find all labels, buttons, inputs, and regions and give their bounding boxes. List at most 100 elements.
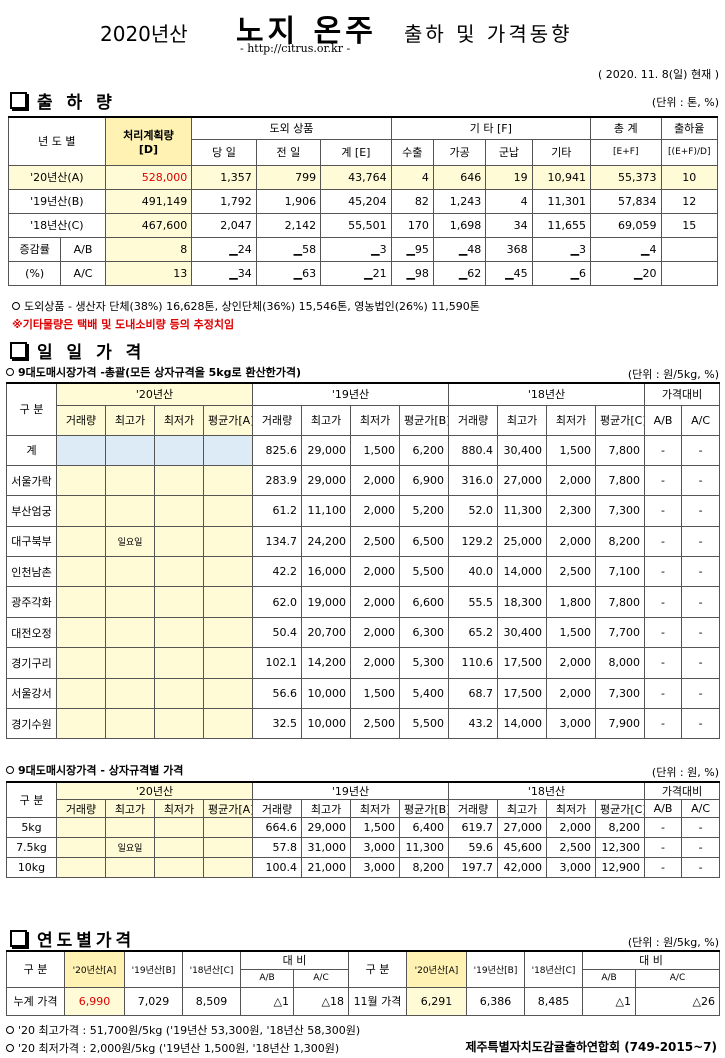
shipment-section-title: 출 하 량 [10,88,116,113]
website-url[interactable]: - http://citrus.or.kr - [240,42,351,55]
col-ac: A/C [681,799,721,818]
col-y19: '19년산[B] [124,950,183,988]
col-gubun: 구 분 [6,781,57,818]
cell-y20 [154,525,204,558]
table-row: 누계 가격 6,990 7,029 8,509 △1 △18 11월 가격 6,… [6,986,720,1016]
table-row: 계 825.6 29,000 1,500 6,200 880.4 30,400 1,500 7,… [6,434,721,466]
inc-label: 증감률 [7,236,62,262]
cell-sum: 43,764 [320,164,392,190]
col-outbound: 도외 상품 [191,116,392,140]
col-cmp: 가격대비 [644,382,721,406]
cell-total: ▁20 [590,260,662,286]
col-avg-a: 평균가[A] [202,799,254,818]
cell-v18: 52.0 [448,495,499,527]
yearly-note-max: '20 최고가격 : 51,700원/5kg ('19년산 53,300원, '… [6,1022,360,1038]
cell-mn19: 2,500 [350,525,401,558]
cell-mx19: 20,700 [301,616,352,649]
cell-y20 [56,817,106,838]
cell-y20 [154,556,204,588]
cell-av19: 6,600 [399,586,450,618]
col-ac: A/C [635,968,720,988]
cell-v18: 619.7 [448,817,499,838]
cell-mx18: 27,000 [497,464,548,497]
cell-av19: 6,200 [399,434,450,466]
cell-y20 [56,708,106,740]
col-y20: '20년산 [55,382,254,406]
col-gubun: 구 분 [348,950,407,988]
cell-y20 [56,857,106,878]
col-y18: '18년산[C] [182,950,241,988]
cell-total: ▁4 [590,236,662,262]
cell-ab: - [644,837,683,858]
table-row: (%) A/C 13 ▁34 ▁63 ▁21 ▁98 ▁62 ▁45 ▁6 ▁2… [7,260,719,286]
cell-sum: 55,501 [320,212,392,238]
cell-plan: 491,149 [104,188,193,214]
col-total-sub: [E+F] [590,138,662,166]
cell-y20 [202,677,254,710]
cell-av18: 7,300 [595,495,646,527]
table-row: 7.5kg 일요일 57.8 31,000 3,000 11,300 59.6 45,600 2… [6,837,721,858]
cell-ac: - [681,556,721,588]
row-label: 경기구리 [6,647,57,679]
cell-y20 [202,616,254,649]
cell-v18: 43.2 [448,708,499,740]
cell-mn18: 2,000 [546,525,597,558]
cell-mn18: 2,000 [546,677,597,710]
cell-ac: △18 [293,986,349,1016]
cell-mx18: 14,000 [497,556,548,588]
cell-prev: ▁63 [255,260,322,286]
yearly-note-min: '20 최저가격 : 2,000원/5kg ('19년산 1,500원, '18… [6,1040,339,1056]
shipment-note-estimate: ※기타물량은 택배 및 도내소비량 등의 추정치임 [12,318,235,331]
col-ratio: 출하율 [660,116,719,140]
cell-mn18: 2,300 [546,495,597,527]
cell-y20 [154,616,204,649]
cell-y20 [56,525,106,558]
col-cmp: 대 비 [582,950,720,970]
cell-av19: 8,200 [399,857,450,878]
cell-export: ▁95 [390,236,434,262]
cell-ac: - [681,677,721,710]
cell-mn19: 2,000 [350,616,401,649]
cell-mn18: 1,500 [546,434,597,466]
cell-y20 [56,464,106,497]
cell-v19: 32.5 [252,708,303,740]
cell-prev: 1,906 [255,188,322,214]
report-date: ( 2020. 11. 8(일) 현재 ) [598,68,719,81]
cell-y20 [202,837,254,858]
cell-y20 [154,817,204,838]
cell-av18: 7,800 [595,464,646,497]
cell-v19: 825.6 [252,434,303,466]
cell-ac: - [681,647,721,679]
col-plan: 처리계획량 [D] [104,116,193,166]
col-min: 최저가 [350,404,401,436]
col-ab: A/B [644,799,683,818]
cell-mx18: 30,400 [497,434,548,466]
col-avg-a: 평균가[A] [202,404,254,436]
cell-mx19: 10,000 [301,677,352,710]
col-y20: '20년산[A] [406,950,467,988]
col-vol: 거래량 [252,404,303,436]
col-y18: '18년산[C] [524,950,583,988]
cell-av18: 7,700 [595,616,646,649]
daily-section-title: 일 일 가 격 [10,338,145,363]
cell-mn18: 3,000 [546,857,597,878]
table-row: 부산엄궁 61.2 11,100 2,000 5,200 52.0 11,300 2,300 7… [6,495,721,527]
cell-y20 [56,495,106,527]
cell-plan: 8 [104,236,193,262]
col-avg-b: 평균가[B] [399,404,450,436]
cell-mx18: 27,000 [497,817,548,838]
cell-process: 1,243 [432,188,487,214]
cell-c: 8,485 [524,986,583,1016]
row-label: 5kg [6,817,57,838]
cell-v19: 42.2 [252,556,303,588]
holiday-label: 일요일 [105,525,155,558]
cell-v18: 68.7 [448,677,499,710]
col-max: 최고가 [497,799,548,818]
table-row: 광주각화 62.0 19,000 2,000 6,600 55.5 18,300 1,800 7… [6,586,721,618]
row-label: 부산엄궁 [6,495,57,527]
cell-v19: 100.4 [252,857,303,878]
cell-v18: 55.5 [448,586,499,618]
table-row: 서울강서 56.6 10,000 1,500 5,400 68.7 17,500 2,000 7… [6,677,721,710]
cell-v19: 50.4 [252,616,303,649]
cell-plan: 13 [104,260,193,286]
